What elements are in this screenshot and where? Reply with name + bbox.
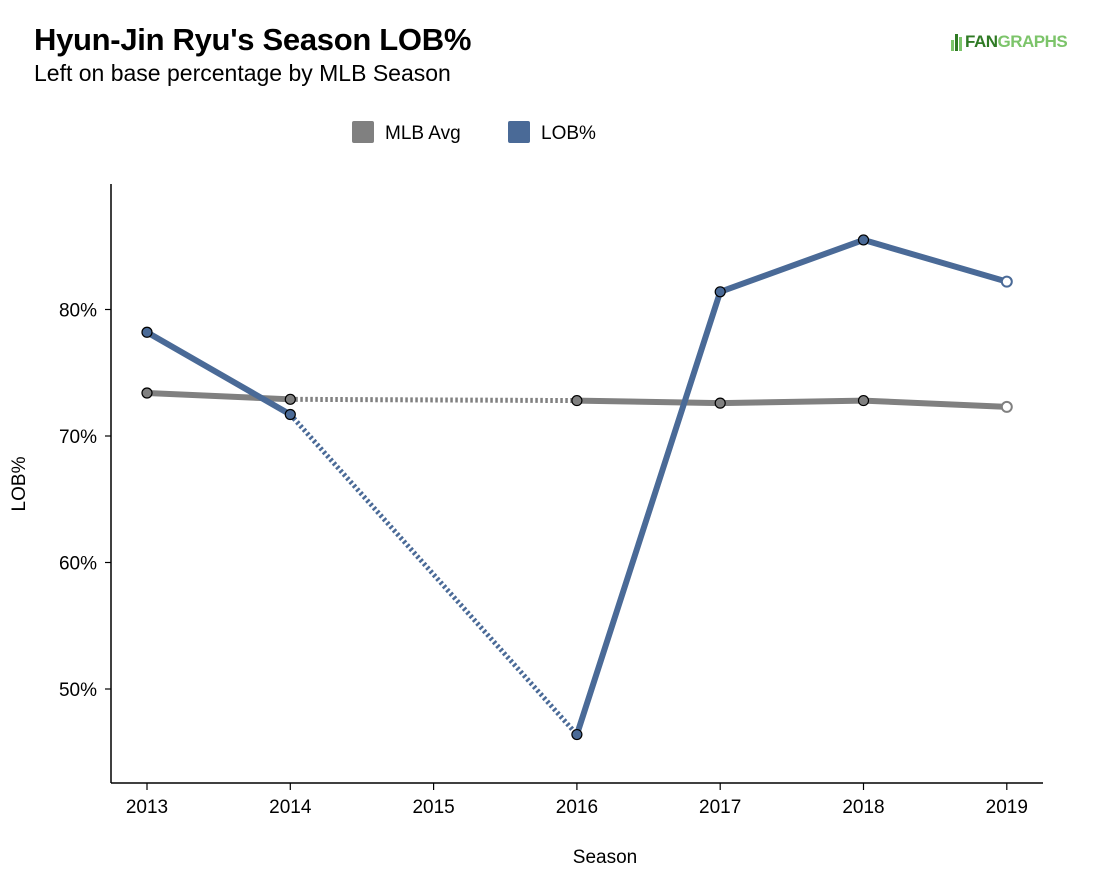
legend-swatch	[352, 121, 374, 143]
lob-point[interactable]	[1000, 275, 1013, 288]
logo-graphs-text: GRAPHS	[997, 32, 1068, 51]
chart-title: Hyun-Jin Ryu's Season LOB%	[34, 22, 472, 57]
series-points	[141, 234, 1013, 741]
mlb-avg-point[interactable]	[141, 387, 153, 399]
mlb-avg-line-segment	[144, 389, 294, 403]
x-tick-label: 2015	[412, 797, 454, 818]
mlb-avg-point[interactable]	[857, 394, 870, 407]
y-tick-label: 70%	[59, 427, 97, 448]
legend-label[interactable]: MLB Avg	[385, 123, 461, 144]
lob-point[interactable]	[571, 728, 583, 741]
mlb-avg-point[interactable]	[1000, 400, 1013, 413]
x-tick-label: 2014	[269, 797, 312, 818]
legend-swatch	[508, 121, 530, 143]
x-tick-label: 2013	[126, 797, 168, 818]
mlb-avg-line-segment	[290, 396, 577, 404]
x-axis-title: Season	[573, 847, 637, 868]
legend-label[interactable]: LOB%	[541, 123, 596, 144]
legend: MLB Avg LOB%	[352, 121, 596, 144]
lob-line-segment	[717, 236, 867, 295]
x-tick-label: 2016	[556, 797, 598, 818]
x-tick-label: 2019	[986, 797, 1028, 818]
mlb-avg-line-segment	[573, 397, 724, 407]
y-tick-label: 80%	[59, 301, 97, 322]
lob-line-segment	[860, 236, 1010, 285]
x-tick-label: 2018	[842, 797, 884, 818]
mlb-avg-line-segment	[860, 397, 1010, 410]
series-lines	[144, 236, 1010, 738]
lob-line-segment	[288, 412, 579, 737]
mlb-avg-point[interactable]	[571, 394, 583, 407]
x-tick-label: 2017	[699, 797, 741, 818]
lob-line-segment	[144, 329, 294, 418]
fangraphs-logo[interactable]: FAN GRAPHS	[951, 32, 1068, 52]
lob-point[interactable]	[284, 408, 296, 421]
y-tick-label: 50%	[59, 680, 97, 701]
y-axis-title: LOB%	[9, 456, 30, 511]
y-tick-label: 60%	[59, 554, 97, 575]
chart-axes: 50% 60% 70% 80% 2013 2014 2015 2016 2017 2018 2019…	[9, 184, 1043, 868]
lob-point[interactable]	[857, 234, 870, 246]
mlb-avg-line-segment	[717, 397, 867, 407]
logo-fan-text: FAN	[965, 32, 998, 51]
mlb-avg-point[interactable]	[714, 397, 726, 409]
mlb-avg-point[interactable]	[284, 393, 296, 405]
lob-point[interactable]	[714, 286, 726, 298]
lob-line-segment	[573, 288, 724, 738]
lob-point[interactable]	[141, 326, 153, 338]
chart-subtitle: Left on base percentage by MLB Season	[34, 60, 451, 86]
fangraphs-logo-icon	[951, 33, 964, 51]
